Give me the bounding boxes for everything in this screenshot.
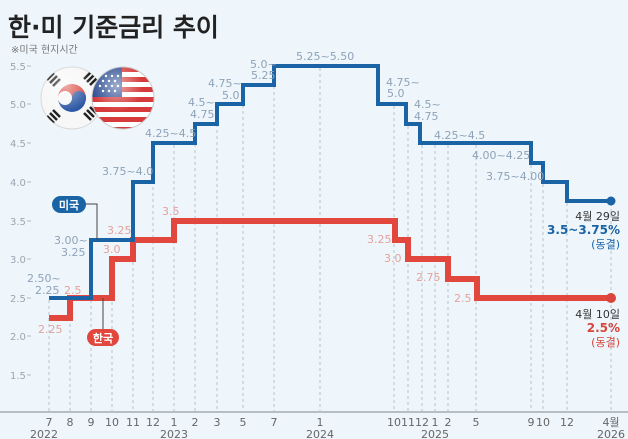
y-tick: 4.5 (10, 139, 26, 150)
korea-value-labels: 2.25 2.5 3.0 3.25 3.5 3.25 3.0 2.75 2.5 (38, 205, 472, 336)
x-tick: 1 (317, 416, 324, 429)
x-year: 2022 (30, 428, 58, 439)
x-year: 2023 (160, 428, 188, 439)
korea-end-annotation: 4월 10일 2.5% (동결) (575, 307, 620, 349)
x-tick: 10 (105, 416, 119, 429)
us-label: 2.50~ (27, 272, 61, 285)
korea-label: 2.5 (64, 284, 82, 297)
x-tick: 1 (171, 416, 178, 429)
us-rate-line (49, 64, 611, 300)
x-tick: 12 (146, 416, 160, 429)
us-label: 5.0~ (250, 58, 277, 71)
x-tick: 10 (536, 416, 550, 429)
x-tick: 8 (67, 416, 74, 429)
korea-label: 3.25 (367, 233, 392, 246)
y-tick: 2.5 (10, 294, 26, 305)
x-tick: 1 (432, 416, 439, 429)
x-tick: 11 (126, 416, 140, 429)
x-tick: 11 (401, 416, 415, 429)
korea-end-date: 4월 10일 (575, 307, 620, 321)
korea-flag-icon (40, 66, 104, 130)
korea-legend-text: 한국 (93, 331, 113, 345)
korea-label: 3.25 (107, 224, 132, 237)
x-tick: 7 (271, 416, 278, 429)
us-end-marker (606, 196, 616, 206)
y-tick: 5.5 (10, 62, 26, 73)
korea-rate-line (49, 218, 611, 321)
us-label: 5.25 (251, 69, 276, 82)
y-tick: 3.5 (10, 217, 26, 228)
korea-end-value: 2.5% (587, 321, 620, 335)
us-label: 5.0 (387, 87, 405, 100)
y-axis: 5.5 5.0 4.5 4.0 3.5 3.0 2.5 2.0 1.5 (10, 62, 31, 382)
chart-subtitle: ※미국 현지시간 (11, 45, 78, 56)
us-end-value: 3.5~3.75% (547, 223, 620, 237)
korea-label: 2.5 (454, 292, 472, 305)
us-value-labels: 2.50~ 2.25 3.00~ 3.25 3.75~4.0 4.25~4.5 … (27, 50, 544, 297)
us-label: 3.25 (61, 246, 86, 259)
y-tick: 3.0 (10, 255, 26, 266)
chart-title: 한·미 기준금리 추이 (8, 13, 219, 42)
korea-end-status: (동결) (591, 336, 620, 349)
us-end-status: (동결) (591, 238, 620, 251)
us-label: 4.75~ (208, 77, 242, 90)
us-label: 5.0 (222, 89, 240, 102)
y-tick: 4.0 (10, 178, 26, 189)
x-tick: 4월 (602, 416, 619, 429)
us-label: 4.5~ (188, 96, 215, 109)
us-label: 2.25 (35, 284, 60, 297)
us-label: 4.5~ (414, 98, 441, 111)
y-tick: 5.0 (10, 100, 26, 111)
x-tick: 12 (415, 416, 429, 429)
us-label: 3.75~4.0 (102, 165, 153, 178)
korea-label: 3.0 (384, 252, 402, 265)
korea-label: 3.5 (162, 205, 180, 218)
us-end-annotation: 4월 29일 3.5~3.75% (동결) (547, 209, 620, 251)
us-legend-text: 미국 (59, 198, 79, 212)
x-year: 2026 (597, 428, 625, 439)
us-label: 3.00~ (54, 234, 88, 247)
x-tick: 9 (528, 416, 535, 429)
us-label: 3.75~4.00 (486, 170, 544, 183)
us-label: 4.75 (414, 110, 439, 123)
us-flag-icon (91, 66, 155, 130)
korea-end-marker (606, 293, 616, 303)
us-legend-badge: 미국 (52, 196, 98, 240)
us-label: 4.75~ (386, 76, 420, 89)
korea-label: 2.25 (38, 323, 63, 336)
x-axis-labels: 7 8 9 10 11 12 1 2 3 5 7 1 10 11 12 1 2 … (30, 416, 625, 439)
x-tick: 2 (192, 416, 199, 429)
x-tick: 2 (445, 416, 452, 429)
x-tick: 12 (560, 416, 574, 429)
x-tick: 5 (473, 416, 480, 429)
us-label: 4.25~4.5 (145, 127, 196, 140)
x-tick: 7 (46, 416, 53, 429)
x-year: 2025 (421, 428, 449, 439)
x-year: 2024 (306, 428, 334, 439)
us-label: 4.75 (190, 108, 215, 121)
y-tick: 2.0 (10, 332, 26, 343)
y-tick: 1.5 (10, 371, 26, 382)
x-tick: 10 (387, 416, 401, 429)
x-tick: 9 (88, 416, 95, 429)
korea-label: 2.75 (416, 271, 441, 284)
x-tick: 5 (240, 416, 247, 429)
us-label: 4.00~4.25 (472, 149, 530, 162)
us-end-date: 4월 29일 (575, 209, 620, 223)
x-tick: 3 (214, 416, 221, 429)
korea-label: 3.0 (103, 243, 121, 256)
korea-legend-badge: 한국 (87, 298, 119, 346)
us-label: 5.25~5.50 (296, 50, 354, 63)
us-label: 4.25~4.5 (434, 129, 485, 142)
